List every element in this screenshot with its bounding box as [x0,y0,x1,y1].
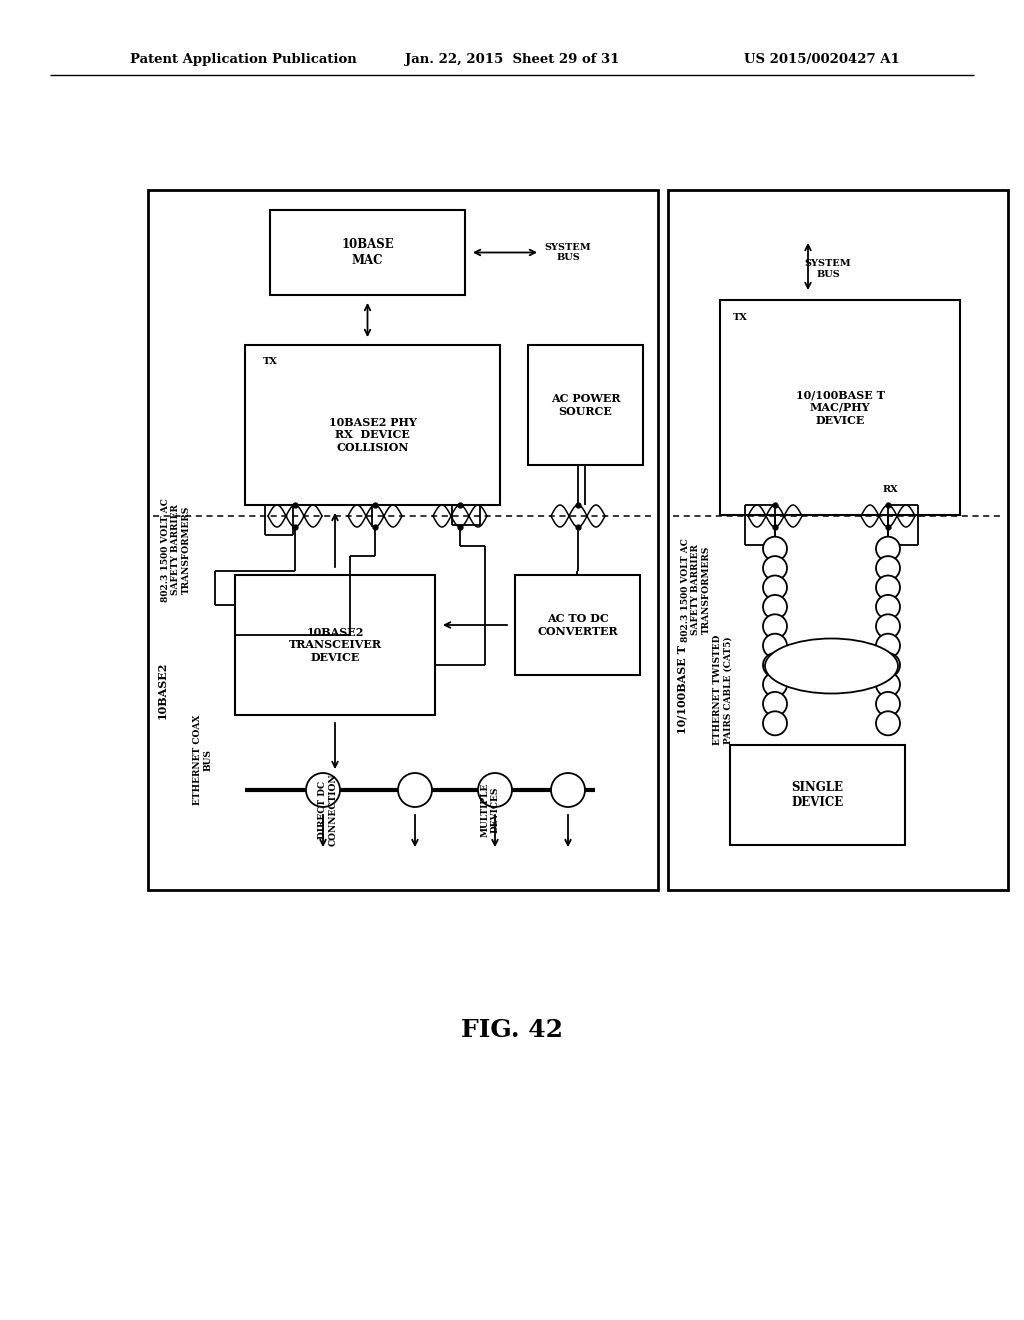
Text: MULTIPLE
DEVICES: MULTIPLE DEVICES [480,783,500,837]
Circle shape [876,672,900,697]
Circle shape [763,672,787,697]
Text: Patent Application Publication: Patent Application Publication [130,54,356,66]
Text: FIG. 42: FIG. 42 [461,1018,563,1041]
Text: SYSTEM
BUS: SYSTEM BUS [805,259,851,279]
Circle shape [551,774,585,807]
Text: 10/100BASE T
MAC/PHY
DEVICE: 10/100BASE T MAC/PHY DEVICE [796,389,885,426]
Bar [245,345,500,506]
Circle shape [876,576,900,599]
Text: DIRECT DC
CONNECTION: DIRECT DC CONNECTION [318,774,338,846]
Circle shape [763,692,787,715]
Circle shape [763,537,787,561]
Circle shape [763,556,787,579]
Text: ETHERNET COAX
BUS: ETHERNET COAX BUS [194,715,213,805]
Text: 802.3 1500 VOLT AC
SAFETY BARRIER
TRANSFORMERS: 802.3 1500 VOLT AC SAFETY BARRIER TRANSF… [161,498,190,602]
Circle shape [763,595,787,619]
Circle shape [478,774,512,807]
Text: AC TO DC
CONVERTER: AC TO DC CONVERTER [538,612,617,636]
Circle shape [763,576,787,599]
Circle shape [398,774,432,807]
Text: AC POWER
SOURCE: AC POWER SOURCE [551,393,621,417]
Circle shape [876,556,900,579]
Text: TX: TX [262,358,278,367]
Bar [270,210,465,294]
Text: ETHERNET TWISTED
PAIRS CABLE (CAT5): ETHERNET TWISTED PAIRS CABLE (CAT5) [714,635,733,746]
Text: SINGLE
DEVICE: SINGLE DEVICE [792,781,844,809]
Ellipse shape [765,639,898,693]
Text: 10BASE2: 10BASE2 [157,661,168,718]
Circle shape [876,653,900,677]
Bar [720,300,961,515]
Text: 802.3 1500 VOLT AC
SAFETY BARRIER
TRANSFORMERS: 802.3 1500 VOLT AC SAFETY BARRIER TRANSF… [681,539,711,642]
Text: TX: TX [732,314,748,322]
Circle shape [763,711,787,735]
Text: 10/100BASE T: 10/100BASE T [677,645,687,734]
Bar [668,190,1008,890]
Bar [148,190,658,890]
Circle shape [876,595,900,619]
Circle shape [306,774,340,807]
Text: SYSTEM
BUS: SYSTEM BUS [545,243,591,263]
Text: 10BASE
MAC: 10BASE MAC [341,239,394,267]
Text: 10BASE2
TRANSCEIVER
DEVICE: 10BASE2 TRANSCEIVER DEVICE [289,627,382,663]
Text: Jan. 22, 2015  Sheet 29 of 31: Jan. 22, 2015 Sheet 29 of 31 [404,54,620,66]
Circle shape [876,711,900,735]
Text: US 2015/0020427 A1: US 2015/0020427 A1 [744,54,900,66]
Circle shape [763,634,787,657]
Text: RX: RX [882,486,898,495]
Circle shape [876,692,900,715]
Bar [515,576,640,675]
Bar [234,576,435,715]
Text: 10BASE2 PHY
RX  DEVICE
COLLISION: 10BASE2 PHY RX DEVICE COLLISION [329,417,417,453]
Circle shape [763,614,787,639]
Circle shape [876,537,900,561]
Circle shape [763,653,787,677]
Bar [730,744,905,845]
Circle shape [876,634,900,657]
Circle shape [876,614,900,639]
Bar [528,345,643,465]
